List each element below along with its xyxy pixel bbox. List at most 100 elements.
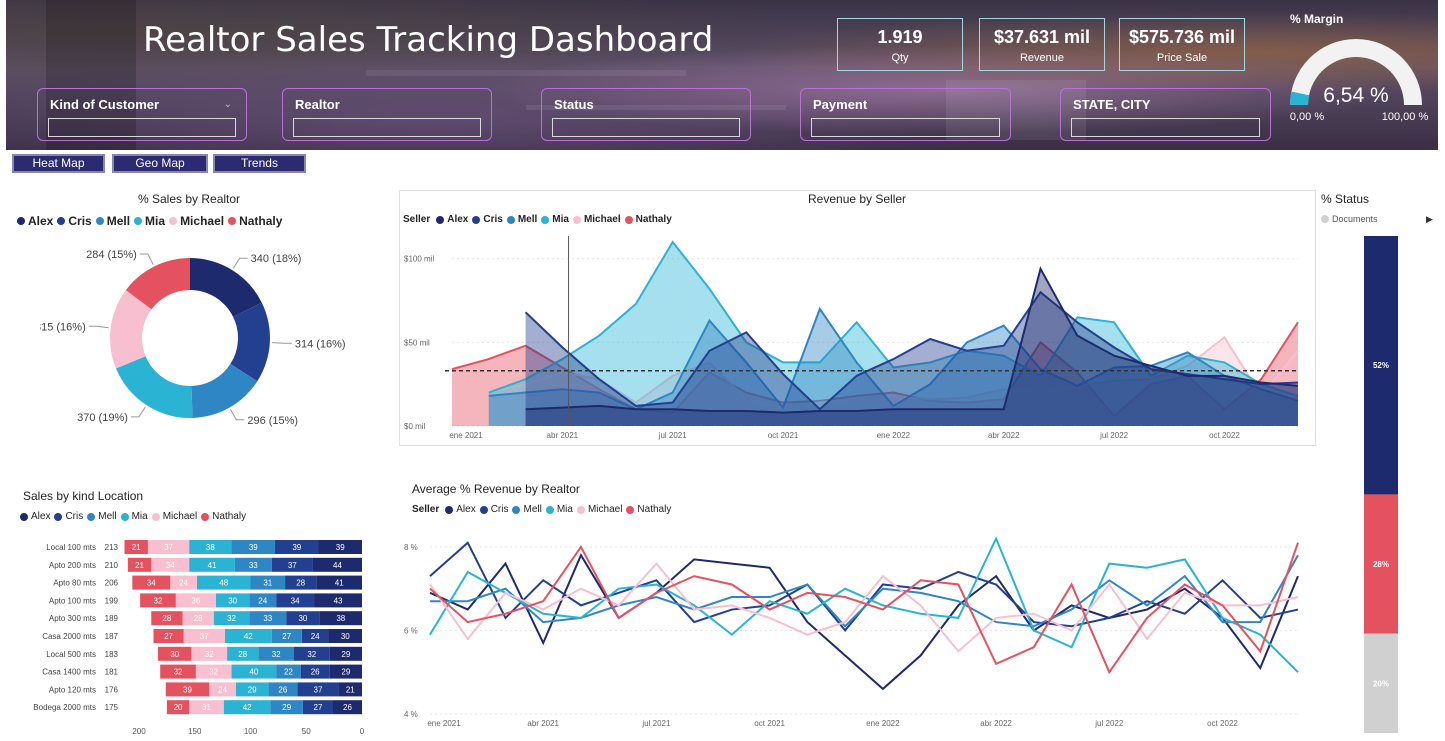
legend-item-michael[interactable]: Michael xyxy=(169,214,224,228)
legend-item-mia[interactable]: Mia xyxy=(134,214,165,228)
legend-item-michael[interactable]: Michael xyxy=(151,511,197,522)
legend-item-cris[interactable]: Cris xyxy=(479,504,508,515)
bar-data-label: 28 xyxy=(194,614,203,623)
category-label: Local 500 mts xyxy=(46,650,96,659)
bar-segment-michael xyxy=(195,664,232,679)
total-label: 183 xyxy=(105,650,119,659)
slicer-status-input[interactable] xyxy=(552,118,740,137)
legend-label: Nathaly xyxy=(212,511,247,522)
donut-leader-line xyxy=(139,253,154,265)
bar-segment-mell xyxy=(258,646,294,661)
legend-item-alex[interactable]: Alex xyxy=(17,214,53,228)
bar-segment-michael xyxy=(182,611,214,626)
area-cris xyxy=(525,292,1298,426)
bar-segment-mell xyxy=(268,682,298,697)
bar-data-label: 27 xyxy=(282,632,291,641)
legend-dot-icon xyxy=(479,505,488,514)
status-legend: Documents xyxy=(1321,214,1378,224)
slicer-payment[interactable]: Payment xyxy=(800,88,1011,141)
kpi-price-sale-card: $575.736 mil Price Sale xyxy=(1119,18,1245,71)
status-data-label: 52% xyxy=(1373,361,1389,370)
bar-data-label: 42 xyxy=(244,632,253,641)
bar-data-label: 43 xyxy=(334,596,343,605)
bar-data-label: 32 xyxy=(272,650,281,659)
slicer-kind-of-customer-label: Kind of Customer xyxy=(50,97,160,112)
donut-chart: 340 (18%) 314 (16%) 296 (15%) 370 (19%) 315 … xyxy=(40,249,346,427)
legend-dot-icon xyxy=(151,512,160,521)
bar-segment-cris xyxy=(285,575,317,590)
donut-leader-line xyxy=(88,325,109,329)
bar-segment-nathaly xyxy=(151,611,183,626)
legend-item-cris[interactable]: Cris xyxy=(472,214,503,225)
x-tick-label: 50 xyxy=(302,727,311,736)
bar-segment-mell xyxy=(270,700,303,715)
legend-item-michael[interactable]: Michael xyxy=(576,504,622,515)
gauge-min-label: 0,00 % xyxy=(1290,111,1324,123)
bar-segment-nathaly xyxy=(127,557,152,572)
slicer-state-city[interactable]: STATE, CITY xyxy=(1060,88,1271,141)
slicer-payment-input[interactable] xyxy=(811,118,1000,137)
legend-dot-icon xyxy=(576,505,585,514)
gauge-title: % Margin xyxy=(1290,12,1344,26)
bar-segment-alex xyxy=(314,593,362,608)
line-mell xyxy=(430,554,1299,628)
status-stacked-bar: 52% 28% 20% xyxy=(1364,236,1398,733)
bar-segment-cris xyxy=(275,540,319,554)
legend-item-alex[interactable]: Alex xyxy=(445,504,476,515)
slicer-status[interactable]: Status xyxy=(541,88,751,141)
bar-data-label: 31 xyxy=(202,703,211,712)
legend-item-alex[interactable]: Alex xyxy=(436,214,468,225)
legend-item-mell[interactable]: Mell xyxy=(87,511,117,522)
slicer-realtor-input[interactable] xyxy=(293,118,481,137)
legend-dot-icon xyxy=(472,215,481,224)
bar-data-label: 38 xyxy=(336,614,345,623)
trends-button[interactable]: Trends xyxy=(213,154,306,173)
bar-segment-mia xyxy=(236,682,269,697)
page-title: Realtor Sales Tracking Dashboard xyxy=(143,20,714,60)
legend-item-mell[interactable]: Mell xyxy=(95,214,130,228)
slicer-kind-of-customer[interactable]: Kind of Customer ⌄ xyxy=(37,88,247,141)
category-label: Apto 200 mts xyxy=(49,561,96,570)
legend-item-mell[interactable]: Mell xyxy=(506,214,537,225)
legend-item-cris[interactable]: Cris xyxy=(57,214,92,228)
legend-item-mia[interactable]: Mia xyxy=(541,214,569,225)
bar-data-label: 26 xyxy=(311,668,320,677)
bar-segment-michael xyxy=(191,646,228,661)
heat-map-button[interactable]: Heat Map xyxy=(12,154,105,173)
donut-data-label: 370 (19%) xyxy=(77,412,128,424)
legend-item-nathaly[interactable]: Nathaly xyxy=(228,214,282,228)
slicer-kind-of-customer-input[interactable] xyxy=(48,118,236,137)
bar-segment-alex xyxy=(318,540,362,554)
legend-item-alex[interactable]: Alex xyxy=(20,511,50,522)
legend-item-mia[interactable]: Mia xyxy=(120,511,148,522)
bar-data-label: 28 xyxy=(162,614,171,623)
legend-dot-icon xyxy=(57,217,66,225)
category-label: Apto 80 mts xyxy=(53,579,96,588)
donut-data-label: 340 (18%) xyxy=(251,253,302,265)
legend-label: Alex xyxy=(28,214,54,228)
legend-item-mell[interactable]: Mell xyxy=(512,504,542,515)
bar-segment-nathaly xyxy=(166,700,190,715)
legend-label: Michael xyxy=(583,214,621,225)
bar-data-label: 40 xyxy=(249,668,258,677)
bar-data-label: 44 xyxy=(333,561,342,570)
legend-item-michael[interactable]: Michael xyxy=(572,214,621,225)
geo-map-button[interactable]: Geo Map xyxy=(112,154,208,173)
donut-slice-michael xyxy=(110,290,152,369)
category-label: Bodega 2000 mts xyxy=(33,703,96,712)
legend-item-nathaly[interactable]: Nathaly xyxy=(201,511,246,522)
legend-item-cris[interactable]: Cris xyxy=(54,511,83,522)
x-tick-label: 150 xyxy=(188,727,202,736)
chevron-down-icon[interactable]: ⌄ xyxy=(223,99,232,110)
donut-legend: Alex Cris Mell Mia Michael Nathaly xyxy=(17,214,282,228)
donut-leader-line xyxy=(271,342,292,344)
slicer-realtor[interactable]: Realtor xyxy=(282,88,492,141)
slicer-state-city-input[interactable] xyxy=(1071,118,1260,137)
legend-next-arrow-icon[interactable]: ▶ xyxy=(1426,214,1433,224)
legend-item-nathaly[interactable]: Nathaly xyxy=(626,504,671,515)
legend-item-nathaly[interactable]: Nathaly xyxy=(624,214,672,225)
legend-label: Alex xyxy=(447,214,469,225)
legend-label: Michael xyxy=(180,214,225,228)
legend-item-mia[interactable]: Mia xyxy=(545,504,573,515)
kpi-revenue-label: Revenue xyxy=(1019,52,1065,64)
